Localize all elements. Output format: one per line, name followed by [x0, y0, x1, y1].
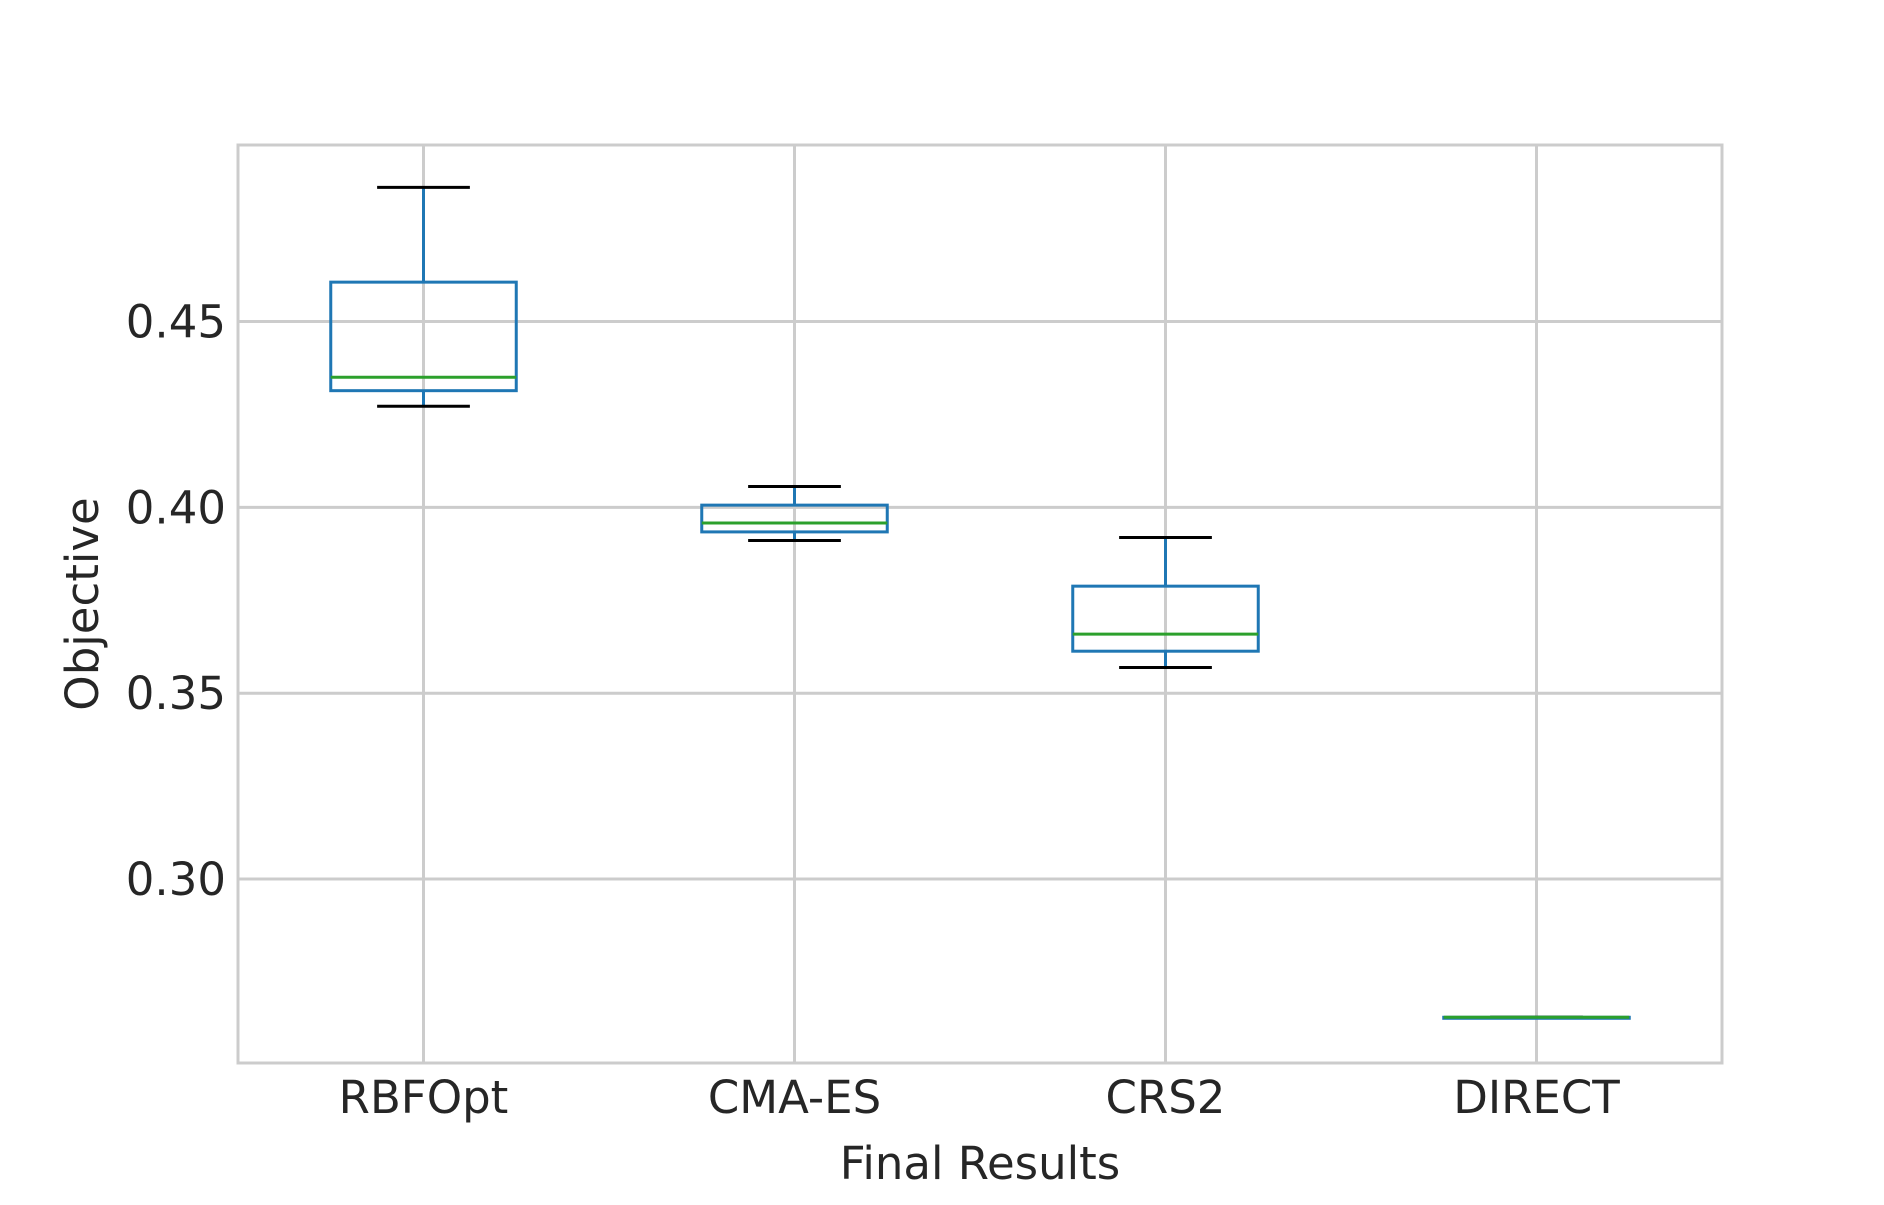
box-iqr: [1071, 584, 1260, 653]
box-group-rbfopt: [329, 185, 518, 408]
tick-labels: 0.30 0.35 0.40 0.45 RBFOpt CMA-ES CRS2 DIRECT: [126, 296, 1620, 1124]
x-tick-label: RBFOpt: [339, 1071, 509, 1124]
box-group-direct: [1442, 1015, 1631, 1020]
y-tick-label: 0.35: [126, 667, 226, 720]
x-tick-label: CRS2: [1106, 1071, 1226, 1124]
boxes: [329, 185, 1631, 1020]
box-group-crs2: [1071, 535, 1260, 670]
x-tick-label: DIRECT: [1453, 1071, 1620, 1124]
y-tick-label: 0.30: [126, 853, 226, 906]
box-iqr: [700, 503, 889, 534]
y-tick-label: 0.45: [126, 296, 226, 349]
x-axis-label: Final Results: [840, 1137, 1121, 1190]
y-axis-label: Objective: [56, 497, 109, 710]
y-tick-label: 0.40: [126, 481, 226, 534]
x-tick-label: CMA-ES: [708, 1071, 881, 1124]
box-iqr: [329, 280, 518, 393]
grid-lines: [238, 145, 1722, 1063]
plot-frame: [236, 143, 1724, 1065]
box-group-cma-es: [700, 485, 889, 542]
